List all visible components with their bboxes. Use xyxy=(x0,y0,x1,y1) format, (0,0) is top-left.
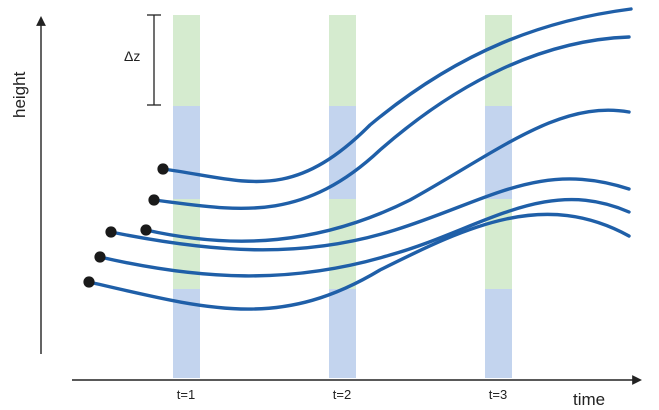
trajectory-curve xyxy=(98,197,631,278)
start-dot xyxy=(148,194,160,206)
time-tick-label: t=1 xyxy=(177,387,195,402)
delta-z-label: Δz xyxy=(124,48,140,64)
band-green xyxy=(329,15,356,106)
band-green xyxy=(485,15,512,106)
trajectory-curve xyxy=(109,177,631,252)
y-axis-label: height xyxy=(10,71,29,118)
trajectory-curve xyxy=(144,108,631,243)
column-t3 xyxy=(485,15,512,378)
band-green xyxy=(173,15,200,106)
start-dot xyxy=(105,226,117,238)
start-dot xyxy=(83,276,95,288)
start-dot xyxy=(94,251,106,263)
start-dot xyxy=(140,224,152,236)
delta-z-bracket xyxy=(147,14,161,106)
time-tick-label: t=3 xyxy=(489,387,507,402)
column-t1 xyxy=(173,15,200,378)
band-blue xyxy=(329,289,356,378)
trajectory-curve xyxy=(152,35,631,210)
trajectory-curve xyxy=(87,212,631,311)
column-t2 xyxy=(329,15,356,378)
start-dots xyxy=(83,163,169,288)
x-axis-label: time xyxy=(573,390,605,409)
start-dot xyxy=(157,163,169,175)
trajectory-curve xyxy=(161,7,633,184)
band-blue xyxy=(173,106,200,199)
band-blue xyxy=(485,289,512,378)
time-tick-label: t=2 xyxy=(333,387,351,402)
trajectories xyxy=(87,7,633,311)
